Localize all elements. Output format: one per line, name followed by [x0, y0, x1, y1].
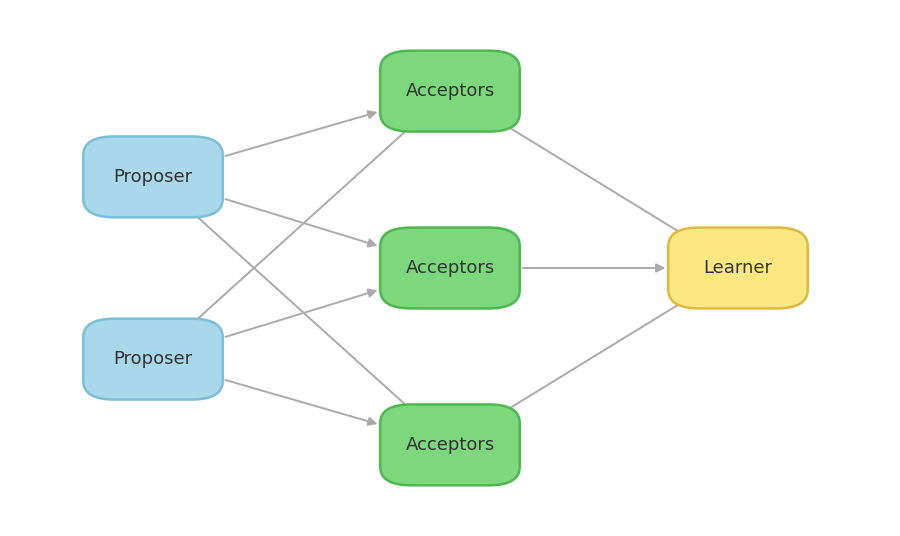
FancyBboxPatch shape [380, 228, 520, 308]
FancyBboxPatch shape [668, 228, 808, 308]
FancyBboxPatch shape [83, 137, 223, 217]
Text: Proposer: Proposer [113, 350, 193, 368]
FancyBboxPatch shape [83, 319, 223, 399]
FancyBboxPatch shape [380, 51, 520, 131]
FancyBboxPatch shape [380, 405, 520, 485]
Text: Acceptors: Acceptors [405, 436, 495, 454]
Text: Acceptors: Acceptors [405, 259, 495, 277]
Text: Learner: Learner [704, 259, 772, 277]
Text: Acceptors: Acceptors [405, 82, 495, 100]
Text: Proposer: Proposer [113, 168, 193, 186]
